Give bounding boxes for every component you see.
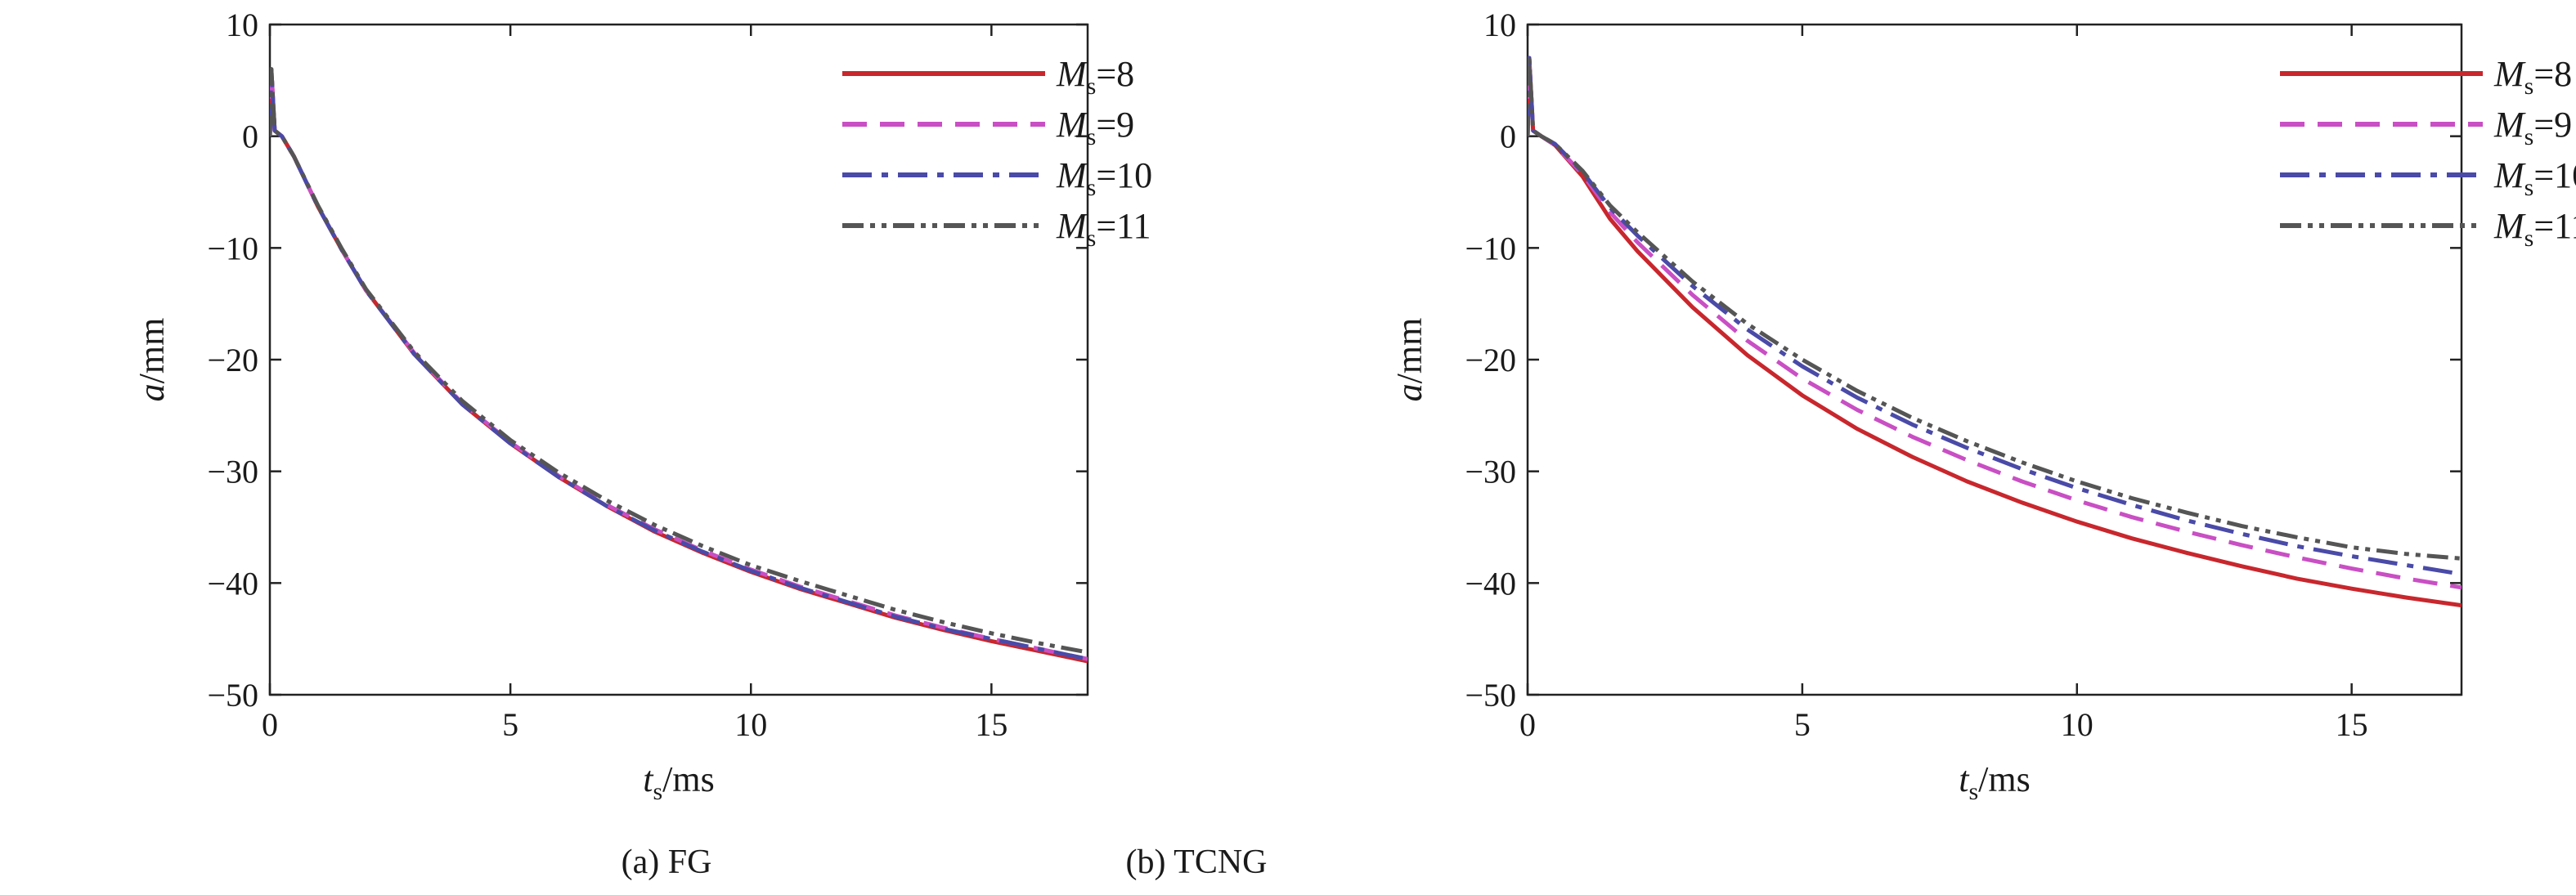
panel-caption: (a) FG bbox=[622, 844, 712, 881]
x-tick-label: 5 bbox=[1794, 706, 1811, 743]
x-tick-label: 0 bbox=[262, 706, 278, 743]
legend-subscript: s bbox=[1087, 174, 1097, 201]
x-tick-label: 10 bbox=[734, 706, 767, 743]
legend-subscript: s bbox=[1087, 73, 1097, 100]
y-axis-unit: /mm bbox=[1389, 318, 1429, 384]
x-axis-unit: /ms bbox=[662, 759, 715, 799]
legend-symbol: M bbox=[1056, 105, 1088, 145]
y-axis-symbol: a bbox=[1389, 383, 1429, 401]
legend-symbol: M bbox=[1056, 155, 1088, 195]
y-axis-label: a/mm bbox=[132, 318, 172, 402]
y-axis-unit: /mm bbox=[132, 318, 172, 384]
x-axis-subscript: s bbox=[653, 778, 662, 805]
legend-symbol: M bbox=[2493, 54, 2526, 94]
legend-value: =8 bbox=[2533, 54, 2572, 94]
y-tick-label: −20 bbox=[1465, 342, 1516, 378]
series-line-ms-9 bbox=[270, 67, 1088, 661]
x-axis-label: ts/ms bbox=[643, 759, 715, 805]
series-line-ms-8 bbox=[1528, 56, 2462, 608]
chart-panel-1: 0 5 10 15100−10−20−30−40−50ts/msa/mmMs=8Ms=… bbox=[132, 7, 1152, 881]
legend-value: =8 bbox=[1096, 54, 1134, 94]
y-tick-label: −40 bbox=[1465, 565, 1516, 602]
x-tick-label: 15 bbox=[975, 706, 1008, 743]
legend-label: Ms=11 bbox=[1056, 206, 1151, 252]
legend-label: Ms=10 bbox=[2493, 155, 2576, 201]
legend-label: Ms=10 bbox=[1056, 155, 1152, 201]
legend-symbol: M bbox=[1056, 206, 1088, 246]
y-tick-label: −30 bbox=[1465, 454, 1516, 490]
series-line-ms-8 bbox=[270, 67, 1088, 664]
legend-subscript: s bbox=[1087, 225, 1097, 252]
y-tick-label: 10 bbox=[1483, 7, 1516, 43]
x-tick-label: 15 bbox=[2336, 706, 2368, 743]
y-tick-label: 0 bbox=[242, 119, 258, 155]
legend-subscript: s bbox=[2524, 174, 2534, 201]
series-line-ms-10 bbox=[270, 67, 1088, 661]
legend-value: =11 bbox=[2533, 206, 2576, 246]
y-tick-label: −40 bbox=[207, 565, 258, 602]
legend-value: =9 bbox=[2533, 105, 2572, 145]
legend-symbol: M bbox=[2493, 105, 2526, 145]
x-axis-label: ts/ms bbox=[1959, 759, 2031, 805]
legend-label: Ms=11 bbox=[2493, 206, 2576, 252]
series-line-ms-9 bbox=[1528, 56, 2462, 590]
legend-value: =10 bbox=[1096, 155, 1152, 195]
y-tick-label: −10 bbox=[1465, 230, 1516, 266]
legend-value: =9 bbox=[1096, 105, 1134, 145]
y-tick-label: 10 bbox=[226, 7, 258, 43]
chart-panel-2: 0 5 10 15100−10−20−30−40−50ts/msa/mmMs=8Ms=… bbox=[1125, 7, 2576, 881]
y-tick-label: −50 bbox=[1465, 677, 1516, 714]
series-line-ms-10 bbox=[1528, 56, 2462, 576]
y-tick-label: −10 bbox=[207, 230, 258, 266]
y-tick-label: −50 bbox=[207, 677, 258, 714]
y-axis-symbol: a bbox=[132, 383, 172, 401]
legend-subscript: s bbox=[1087, 123, 1097, 150]
panel-caption: (b) TCNG bbox=[1125, 844, 1267, 881]
x-tick-label: 0 bbox=[1519, 706, 1536, 743]
series-line-ms-11 bbox=[1528, 56, 2462, 561]
series-line-ms-11 bbox=[270, 67, 1088, 655]
x-axis-unit: /ms bbox=[1978, 759, 2031, 799]
legend-label: Ms=8 bbox=[1056, 54, 1134, 100]
legend-subscript: s bbox=[2524, 73, 2534, 100]
y-axis-label: a/mm bbox=[1389, 318, 1429, 402]
legend-subscript: s bbox=[2524, 225, 2534, 252]
legend-value: =11 bbox=[1096, 206, 1151, 246]
legend-label: Ms=9 bbox=[2493, 105, 2572, 150]
legend-subscript: s bbox=[2524, 123, 2534, 150]
legend-value: =10 bbox=[2533, 155, 2576, 195]
x-tick-label: 5 bbox=[502, 706, 518, 743]
x-axis-symbol: t bbox=[643, 759, 654, 799]
y-tick-label: 0 bbox=[1500, 119, 1516, 155]
x-axis-subscript: s bbox=[1968, 778, 1978, 805]
x-axis-symbol: t bbox=[1959, 759, 1970, 799]
legend-symbol: M bbox=[2493, 155, 2526, 195]
y-tick-label: −30 bbox=[207, 454, 258, 490]
legend-symbol: M bbox=[1056, 54, 1088, 94]
legend-label: Ms=8 bbox=[2493, 54, 2572, 100]
x-tick-label: 10 bbox=[2061, 706, 2094, 743]
legend-label: Ms=9 bbox=[1056, 105, 1134, 150]
legend-symbol: M bbox=[2493, 206, 2526, 246]
y-tick-label: −20 bbox=[207, 342, 258, 378]
